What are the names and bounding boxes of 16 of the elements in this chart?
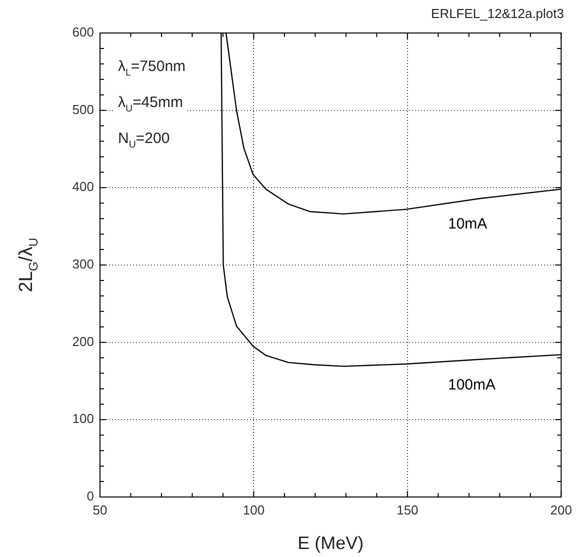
- series-label: 10mA: [448, 215, 488, 232]
- y-tick-label: 300: [72, 256, 94, 272]
- x-tick-label: 100: [242, 502, 265, 518]
- y-axis-title: 2LG/λU: [16, 238, 41, 292]
- chart-title: ERLFEL_12&12a.plot3: [431, 6, 564, 21]
- x-tick-label: 200: [550, 502, 572, 518]
- y-tick-label: 600: [72, 24, 94, 40]
- series-label: 100mA: [448, 376, 496, 394]
- y-tick-label: 100: [72, 411, 94, 426]
- x-tick-label: 150: [396, 502, 418, 518]
- y-tick-label: 500: [72, 102, 94, 117]
- x-axis-title: E (MeV): [298, 533, 364, 553]
- x-tick-label: 50: [92, 502, 108, 518]
- y-tick-label: 0: [86, 488, 94, 504]
- y-tick-label: 400: [72, 179, 94, 194]
- y-tick-label: 200: [72, 334, 94, 349]
